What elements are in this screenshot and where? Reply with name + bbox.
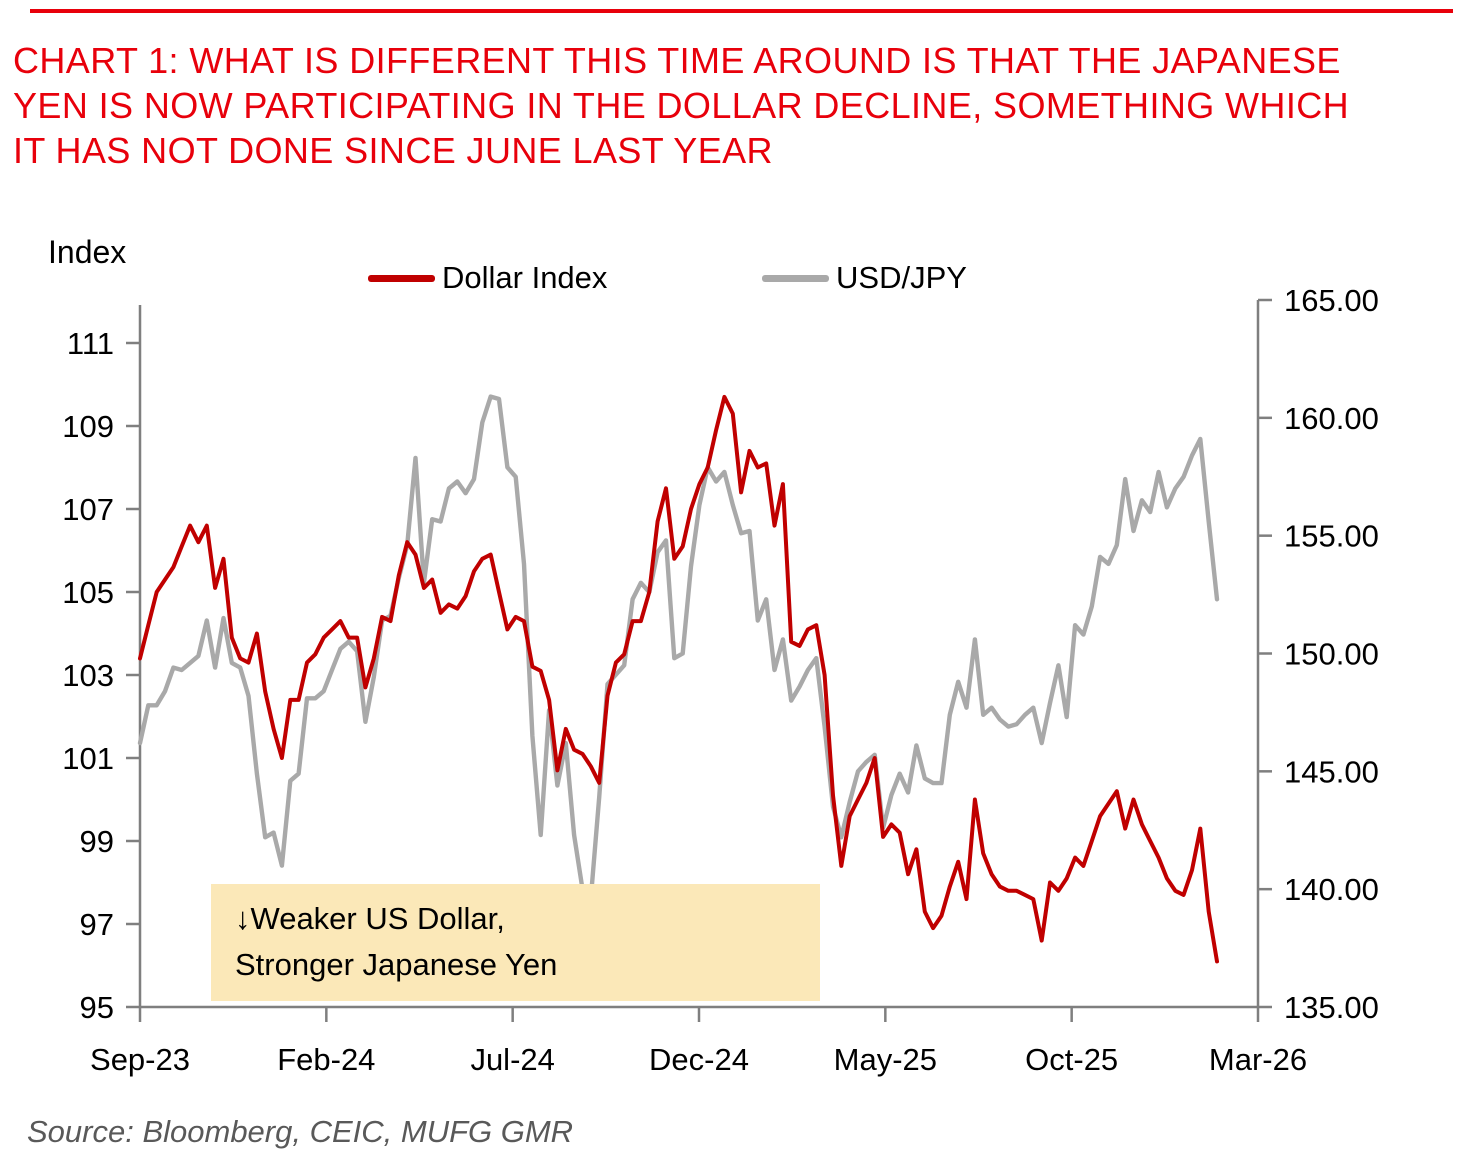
legend-item-dollar-index: Dollar Index [368, 260, 607, 296]
chart-title-line-3: IT HAS NOT DONE SINCE JUNE LAST YEAR [13, 130, 773, 171]
y-left-tick-label: 105 [62, 575, 114, 610]
legend-swatch-usdjpy [762, 274, 829, 282]
usdjpy-line [137, 394, 1220, 901]
x-tick-label: Sep-23 [90, 1042, 190, 1077]
legend-label-dollar-index: Dollar Index [442, 260, 608, 295]
y-left-tick-label: 95 [80, 990, 114, 1025]
y-left-tick-label: 103 [62, 658, 114, 693]
y-right-tick-label: 135.00 [1284, 990, 1379, 1025]
x-tick-label: Oct-25 [1025, 1042, 1118, 1077]
y-right-tick-label: 140.00 [1284, 872, 1379, 907]
y-right-tick-label: 145.00 [1284, 754, 1379, 789]
y-left-tick-label: 101 [62, 741, 114, 776]
x-tick-label: May-25 [834, 1042, 937, 1077]
legend-item-usdjpy: USD/JPY [762, 260, 967, 296]
annotation-line-2: Stronger Japanese Yen [235, 947, 558, 982]
y-right-tick-label: 150.00 [1284, 637, 1379, 672]
x-tick-label: Dec-24 [649, 1042, 749, 1077]
y-axis-right: 165.00 160.00 155.00 150.00 145.00 140.00 135.… [1256, 283, 1379, 1025]
top-rule [30, 9, 1453, 13]
y-right-tick-label: 160.00 [1284, 401, 1379, 436]
x-axis: Sep-23 Feb-24 Jul-24 Dec-24 May-25 Oct-25 Mar-… [90, 1005, 1307, 1077]
legend-label-usdjpy: USD/JPY [836, 260, 967, 295]
annotation-line-1: ↓Weaker US Dollar, [235, 901, 505, 936]
x-tick-label: Jul-24 [470, 1042, 554, 1077]
y-left-tick-label: 111 [67, 326, 114, 361]
y-right-tick-label: 155.00 [1284, 519, 1379, 554]
legend-swatch-dollar-index [368, 274, 435, 282]
y-left-tick-label: 107 [62, 492, 114, 527]
chart-title: CHART 1: WHAT IS DIFFERENT THIS TIME ARO… [13, 38, 1453, 173]
source-note: Source: Bloomberg, CEIC, MUFG GMR [27, 1114, 574, 1149]
x-tick-label: Mar-26 [1209, 1042, 1307, 1077]
dollar-index-line [138, 394, 1219, 964]
chart-title-line-2: YEN IS NOW PARTICIPATING IN THE DOLLAR D… [13, 85, 1350, 126]
y-left-tick-label: 97 [80, 907, 114, 942]
y-axis-left: 111 109 107 105 103 101 99 97 95 [62, 305, 142, 1025]
y-right-tick-label: 165.00 [1284, 283, 1379, 318]
y-axis-left-title: Index [48, 234, 127, 270]
y-left-tick-label: 99 [80, 824, 114, 859]
y-left-tick-label: 109 [62, 409, 114, 444]
x-tick-label: Feb-24 [277, 1042, 375, 1077]
annotation-box: ↓Weaker US Dollar, Stronger Japanese Yen [211, 884, 820, 1001]
chart-title-line-1: CHART 1: WHAT IS DIFFERENT THIS TIME ARO… [13, 40, 1341, 81]
